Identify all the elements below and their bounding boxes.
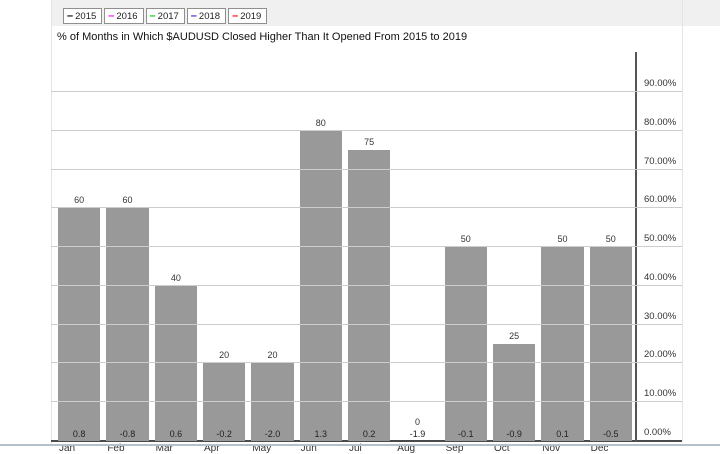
bar-column-nov: 50 0.1 xyxy=(538,53,586,441)
legend-color-dash-icon: – xyxy=(108,10,115,22)
legend-year-label: 2018 xyxy=(198,10,221,22)
bar-apr xyxy=(202,363,246,441)
chart-left-border xyxy=(51,0,52,444)
y-tick-label-20: 20.00% xyxy=(644,349,677,361)
bar-value-label: 75 xyxy=(364,137,375,148)
bar-value-label: 25 xyxy=(509,331,520,342)
y-tick-label-10: 10.00% xyxy=(644,388,677,400)
legend-color-dash-icon: – xyxy=(190,10,197,22)
avg-change-label: -0.5 xyxy=(603,429,619,439)
gridline-40 xyxy=(51,284,682,286)
legend-color-dash-icon: – xyxy=(149,10,156,22)
gridline-80 xyxy=(51,129,682,131)
legend-color-dash-icon: – xyxy=(232,10,239,22)
y-tick-label-80: 80.00% xyxy=(644,116,677,128)
plot-area: 60 0.8 60 -0.8 40 0.6 20 -0.2 20 -2.0 80 1.3 75 0.2 0-… xyxy=(51,52,682,442)
legend-item-2016[interactable]: –2016 xyxy=(104,8,144,24)
avg-change-label: -0.2 xyxy=(216,429,232,439)
bar-value-label: 50 xyxy=(460,234,471,245)
avg-change-label: 0.2 xyxy=(362,429,376,439)
bar-value-label: 80 xyxy=(315,117,326,128)
legend-item-2019[interactable]: –2019 xyxy=(228,8,268,24)
x-axis-line xyxy=(51,440,682,442)
bar-may xyxy=(251,363,294,441)
avg-change-label: -0.9 xyxy=(506,429,522,439)
avg-change-label: 0.6 xyxy=(169,429,183,439)
bar-value-label: 50 xyxy=(557,234,568,245)
gridline-20 xyxy=(51,362,682,364)
y-tick-label-60: 60.00% xyxy=(644,194,677,206)
bar-value-label: 60 xyxy=(74,195,85,206)
y-tick-label-40: 40.00% xyxy=(644,271,677,283)
avg-change-label: 0.8 xyxy=(72,429,86,439)
chart-right-border xyxy=(682,0,683,441)
legend-item-2017[interactable]: –2017 xyxy=(145,8,185,24)
bar-value-label: 60 xyxy=(122,195,133,206)
bar-jun xyxy=(299,130,342,441)
bar-dec xyxy=(589,247,632,441)
bar-value-label: 50 xyxy=(605,234,616,245)
avg-change-label: -1.9 xyxy=(409,429,426,439)
gridline-50 xyxy=(51,246,682,248)
avg-change-label: 1.3 xyxy=(314,429,328,439)
bar-value-label: 0 xyxy=(414,417,420,427)
gridline-30 xyxy=(51,323,682,325)
bar-column-may: 20 -2.0 xyxy=(248,53,296,441)
legend-item-2018[interactable]: –2018 xyxy=(186,8,227,24)
gridline-90 xyxy=(51,91,682,93)
bar-jul xyxy=(347,150,391,441)
chart-title: % of Months in Which $AUDUSD Closed High… xyxy=(57,31,468,43)
legend: –2015–2016–2017–2018–2019 xyxy=(63,8,268,24)
bar-column-dec: 50 -0.5 xyxy=(587,53,635,441)
legend-year-label: 2016 xyxy=(116,10,138,22)
bar-value-label: 20 xyxy=(267,350,278,361)
bar-column-oct: 25 -0.9 xyxy=(490,53,538,441)
bar-value-label: 20 xyxy=(219,350,230,361)
bar-column-jul: 75 0.2 xyxy=(345,53,393,441)
y-tick-label-70: 70.00% xyxy=(644,155,677,167)
gridline-70 xyxy=(51,168,682,170)
avg-change-label: 0.1 xyxy=(556,429,569,439)
bar-oct xyxy=(492,344,536,441)
bar-column-sep: 50 -0.1 xyxy=(442,53,490,441)
avg-change-label: -0.8 xyxy=(119,429,136,439)
gridline-10 xyxy=(51,401,682,403)
gridline-60 xyxy=(51,207,682,209)
bar-column-apr: 20 -0.2 xyxy=(200,53,248,441)
avg-change-label: -2.0 xyxy=(264,429,281,439)
legend-year-label: 2015 xyxy=(75,10,97,22)
window-bottom-edge xyxy=(0,444,720,446)
bar-sep xyxy=(444,247,487,441)
y-tick-label-50: 50.00% xyxy=(644,233,677,245)
legend-item-2015[interactable]: –2015 xyxy=(63,8,103,24)
y-tick-label-0: 0.00% xyxy=(644,427,671,438)
avg-change-label: -0.1 xyxy=(458,429,474,439)
bar-column-aug: 0 -1.9 xyxy=(393,53,441,441)
y-tick-label-90: 90.00% xyxy=(644,78,677,90)
bar-value-label: 40 xyxy=(170,272,181,283)
legend-color-dash-icon: – xyxy=(67,10,74,22)
y-tick-label-30: 30.00% xyxy=(644,310,677,322)
bar-nov xyxy=(541,247,584,441)
bar-column-jun: 80 1.3 xyxy=(297,53,345,441)
legend-year-label: 2017 xyxy=(157,10,179,22)
legend-year-label: 2019 xyxy=(240,10,262,22)
